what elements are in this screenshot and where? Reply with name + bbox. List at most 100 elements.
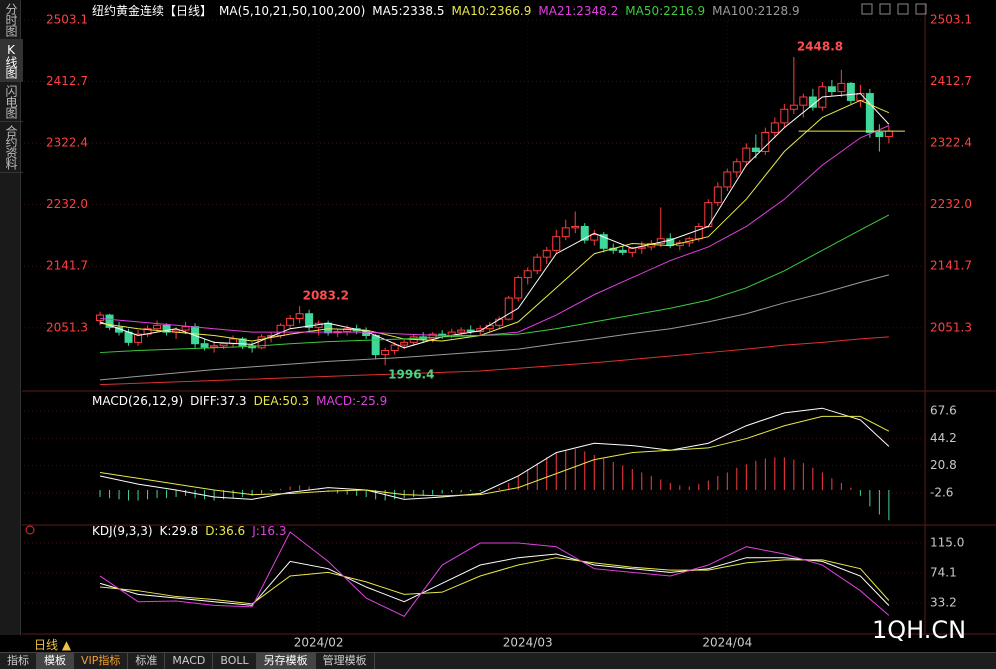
candle-body [305,313,314,328]
candle-body [181,326,190,331]
candle-body [343,328,352,332]
candle-body [124,331,133,343]
legend-item: K:29.8 [159,524,199,538]
candle-body [542,249,551,258]
legend-item: DIFF:37.3 [190,394,247,408]
legend: 纽约黄金连续【日线】 MA(5,10,21,50,100,200) MA5:2338… [92,2,807,19]
candle-body [428,333,437,340]
window-icon[interactable] [897,3,909,15]
y-tick-label: 2503.1 [930,12,972,26]
bottom-tabs: 指标 模板 VIP指标 标准 MACD BOLL 另存模板 管理模板 [0,652,996,669]
sidebar-tab[interactable]: 合约资料 [0,122,23,173]
legend-title: 纽约黄金连续【日线】 [92,4,213,18]
candle-body [837,82,846,93]
candle-body [476,328,485,332]
candle-body [400,341,409,346]
candle-body [884,130,893,138]
candle-body [561,227,570,238]
candle-body [875,131,884,138]
candle-body [200,343,209,348]
indicator-line [100,336,889,386]
y-tick-label: 2232.0 [930,197,972,211]
candle-body [504,297,513,320]
indicator-line [100,214,890,354]
candle-body [751,147,760,153]
price-annotation: 1996.4 [388,368,434,382]
candle-body [580,225,589,241]
candle-body [210,345,219,348]
candle-body [96,314,105,322]
bottom-tab[interactable]: 管理模板 [316,653,375,669]
candle-body [770,122,779,133]
indicator-line [99,415,890,497]
y-tick-label: 20.8 [930,458,957,472]
period-label[interactable]: 日线 ▲ [34,638,72,652]
candle-body [846,82,855,101]
y-tick-label: 2322.4 [930,136,972,150]
bottom-tab[interactable]: 另存模板 [256,653,316,669]
x-tick-label: 2024/03 [503,636,553,650]
legend-item: MA50:2216.9 [625,4,706,18]
y-tick-label: 2141.7 [930,259,972,273]
candle-body [827,86,836,93]
legend-item: MACD:-25.9 [316,394,388,408]
indicator-line [99,557,890,605]
x-tick-label: 2024/04 [702,636,752,650]
candle-body [533,256,542,272]
candle-body [637,246,646,249]
y-tick-label: 115.0 [930,536,964,550]
legend-item: DEA:50.3 [253,394,310,408]
y-tick-label: 67.6 [930,404,957,418]
y-tick-label: 33.2 [930,596,957,610]
candle-body [162,324,171,333]
window-icon[interactable] [879,3,891,15]
legend-item: MA10:2366.9 [451,4,532,18]
settings-icon[interactable] [25,525,35,535]
window-icon[interactable] [861,3,873,15]
bottom-tab[interactable]: 指标 [0,653,37,669]
y-tick-label: 2412.7 [930,74,972,88]
indicator-line [99,553,890,606]
legend-item: MA5:2338.5 [372,4,445,18]
candle-body [514,277,523,299]
bottom-tab[interactable]: 标准 [128,653,166,669]
candle-body [761,131,770,153]
sidebar-tab[interactable]: 闪电图 [0,82,23,122]
y-tick-label: 2503.1 [46,12,88,26]
y-tick-label: 2141.7 [46,259,88,273]
candle-body [552,236,561,251]
indicator-line [99,531,890,617]
candle-body [713,186,722,204]
bottom-tab[interactable]: MACD [165,653,214,669]
y-tick-label: 2051.3 [930,320,972,334]
candle-body [856,93,865,101]
legend-indicator: MA(5,10,21,50,100,200) [219,4,366,18]
candle-body [105,314,114,328]
sidebar-tab[interactable]: K线图 [0,40,23,82]
watermark: 1QH.CN [872,616,967,644]
candle-body [694,225,703,240]
indicator-line [99,93,890,349]
y-tick-label: -2.6 [930,486,953,500]
indicator-line [99,407,890,500]
candle-body [390,344,399,352]
candle-body [466,329,475,332]
y-tick-label: 2412.7 [46,74,88,88]
x-tick-label: 2024/02 [294,636,344,650]
bottom-tab[interactable]: 模板 [37,653,74,669]
sidebar-tab[interactable]: 分时图 [0,0,23,40]
legend-item: MA100:2128.9 [712,4,800,18]
indicator-line [99,99,890,342]
y-tick-label: 2232.0 [46,197,88,211]
bottom-tab[interactable]: VIP指标 [74,653,129,669]
window-icon[interactable] [915,3,927,15]
candle-body [134,333,143,343]
y-tick-label: 2051.3 [46,320,88,334]
candle-body [153,324,162,330]
legend-title: MACD(26,12,9) [92,394,184,408]
y-tick-label: 44.2 [930,431,957,445]
candle-body [618,249,627,253]
bottom-tab[interactable]: BOLL [213,653,257,669]
candle-body [571,225,580,229]
